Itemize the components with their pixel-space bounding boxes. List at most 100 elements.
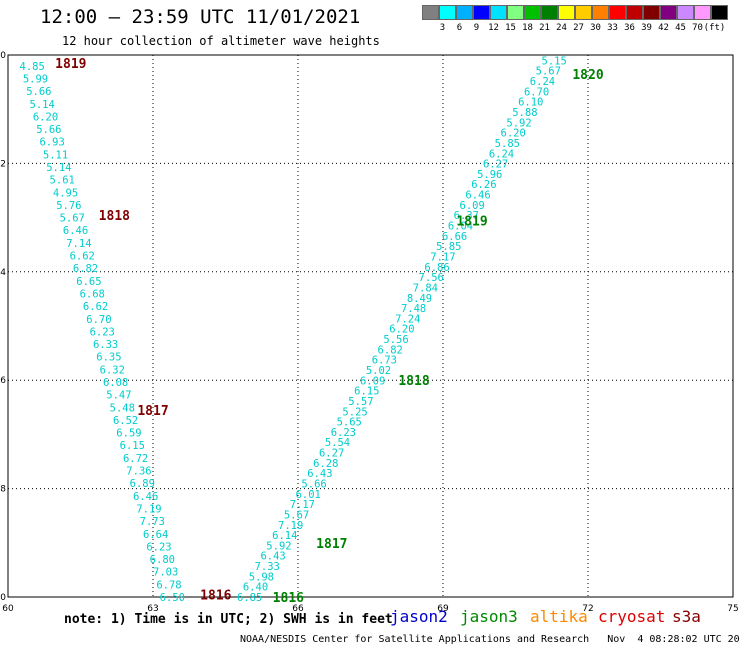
colorbar-swatch (507, 5, 524, 20)
wave-height-value: 5.92 (266, 540, 291, 552)
wave-height-value: 6.23 (146, 541, 171, 553)
x-tick-label: 66 (292, 604, 304, 614)
wave-height-value: 6.20 (389, 324, 414, 336)
wave-height-value: 7.19 (136, 503, 161, 515)
colorbar-swatch (694, 5, 711, 20)
chart-title: 12:00 – 23:59 UTC 11/01/2021 (40, 6, 361, 28)
wave-height-value: 6.20 (501, 128, 526, 140)
wave-height-value: 5.92 (506, 117, 531, 129)
x-tick-label: 69 (437, 604, 449, 614)
colorbar-label: 9 (473, 23, 480, 33)
wave-height-value: 5.57 (348, 396, 373, 408)
colorbar-label: 12 (488, 23, 499, 33)
wave-height-value: 6.28 (313, 458, 338, 470)
wave-height-value: 4.95 (53, 187, 78, 199)
colorbar-label: 33 (607, 23, 618, 33)
hour-label: 1819 (456, 214, 487, 229)
colorbar-swatch (473, 5, 490, 20)
wave-height-value: 6.68 (80, 288, 105, 300)
wave-height-value: 5.02 (366, 365, 391, 377)
wave-height-value: 6.89 (130, 478, 155, 490)
wave-height-value: 5.14 (30, 99, 55, 111)
wave-height-value: 5.14 (46, 162, 71, 174)
wave-height-value: 6.23 (90, 326, 115, 338)
wave-height-value: 7.24 (395, 313, 420, 325)
wave-height-value: 5.67 (284, 509, 309, 521)
wave-height-value: 6.82 (73, 263, 98, 275)
wave-height-value: 7.14 (66, 238, 91, 250)
colorbar-label: 15 (505, 23, 516, 33)
wave-height-value: 5.66 (301, 478, 326, 490)
satellite-cryosat: cryosat (598, 607, 666, 626)
hour-label: 1818 (99, 209, 130, 224)
x-tick-label: 75 (727, 604, 738, 614)
hour-label: 1816 (273, 591, 304, 606)
wave-height-value: 7.36 (126, 466, 151, 478)
colorbar-swatch (456, 5, 473, 20)
wave-height-value: 6.62 (70, 251, 95, 263)
colorbar-label: 70 (692, 23, 703, 33)
wave-height-value: 6.10 (518, 97, 543, 109)
wave-height-value: 7.84 (413, 282, 438, 294)
wave-height-value: 6.43 (260, 551, 285, 563)
wave-height-value: 5.25 (342, 406, 367, 418)
wave-height-value: 6.26 (471, 179, 496, 191)
wave-height-value: 6.70 (524, 86, 549, 98)
wave-height-value: 6.37 (454, 210, 479, 222)
wave-height-value: 7.33 (255, 561, 280, 573)
satellite-s3a: s3a (672, 607, 701, 626)
x-tick-label: 63 (147, 604, 158, 614)
wave-height-value: 5.96 (477, 169, 502, 181)
wave-height-value: 6.43 (307, 468, 332, 480)
colorbar-label: 30 (590, 23, 601, 33)
wave-height-value: 5.61 (50, 175, 75, 187)
wave-height-value: 6.62 (83, 301, 108, 313)
wave-height-value: 6.80 (150, 554, 175, 566)
hour-label: 1819 (55, 57, 86, 72)
colorbar-swatch (660, 5, 677, 20)
wave-height-value: 6.50 (160, 592, 185, 604)
satellite-altika: altika (530, 607, 588, 626)
hour-label: 1817 (137, 404, 168, 419)
satellite-jason3: jason3 (460, 607, 518, 626)
wave-height-value: 7.03 (153, 567, 178, 579)
credit-line: NOAA/NESDIS Center for Satellite Applica… (240, 634, 740, 645)
wave-height-value: 5.15 (542, 55, 567, 67)
map-frame (7, 54, 734, 598)
wave-height-value: 6.78 (156, 579, 181, 591)
wave-height-value: 7.56 (419, 272, 444, 284)
wave-height-value: 5.66 (26, 86, 51, 98)
wave-height-value: 5.67 (60, 213, 85, 225)
footnote: note: 1) Time is in UTC; 2) SWH is in fe… (64, 612, 393, 627)
x-tick-label: 60 (2, 604, 14, 614)
y-tick-label: -36 (0, 376, 6, 386)
x-tick-label: 72 (582, 604, 593, 614)
hour-label: 1816 (200, 588, 231, 603)
colorbar-label: 39 (641, 23, 652, 33)
y-tick-label: -32 (0, 159, 6, 169)
colorbar-label: 3 (439, 23, 446, 33)
wave-height-value: 6.08 (103, 377, 128, 389)
y-tick-label: -34 (0, 268, 6, 278)
hour-label: 1817 (316, 537, 347, 552)
colorbar-label: 18 (522, 23, 533, 33)
wave-height-value: 5.11 (43, 149, 68, 161)
wave-height-value: 7.73 (140, 516, 165, 528)
wave-height-value: 6.14 (272, 530, 297, 542)
wave-height-value: 4.85 (20, 61, 45, 73)
chart-subtitle: 12 hour collection of altimeter wave hei… (62, 34, 380, 48)
colorbar-swatch (524, 5, 541, 20)
wave-height-value: 6.24 (489, 148, 514, 160)
wave-height-value: 6.40 (243, 582, 268, 594)
colorbar-swatch (609, 5, 626, 20)
colorbar-swatch (711, 5, 728, 20)
colorbar-label: (ft) (703, 23, 726, 33)
colorbar-label: 45 (675, 23, 686, 33)
colorbar-label: 42 (658, 23, 669, 33)
colorbar-swatch (575, 5, 592, 20)
wave-height-value: 6.82 (378, 344, 403, 356)
wave-height-value: 6.72 (123, 453, 148, 465)
wave-height-value: 5.85 (436, 241, 461, 253)
colorbar-label: 36 (624, 23, 635, 33)
